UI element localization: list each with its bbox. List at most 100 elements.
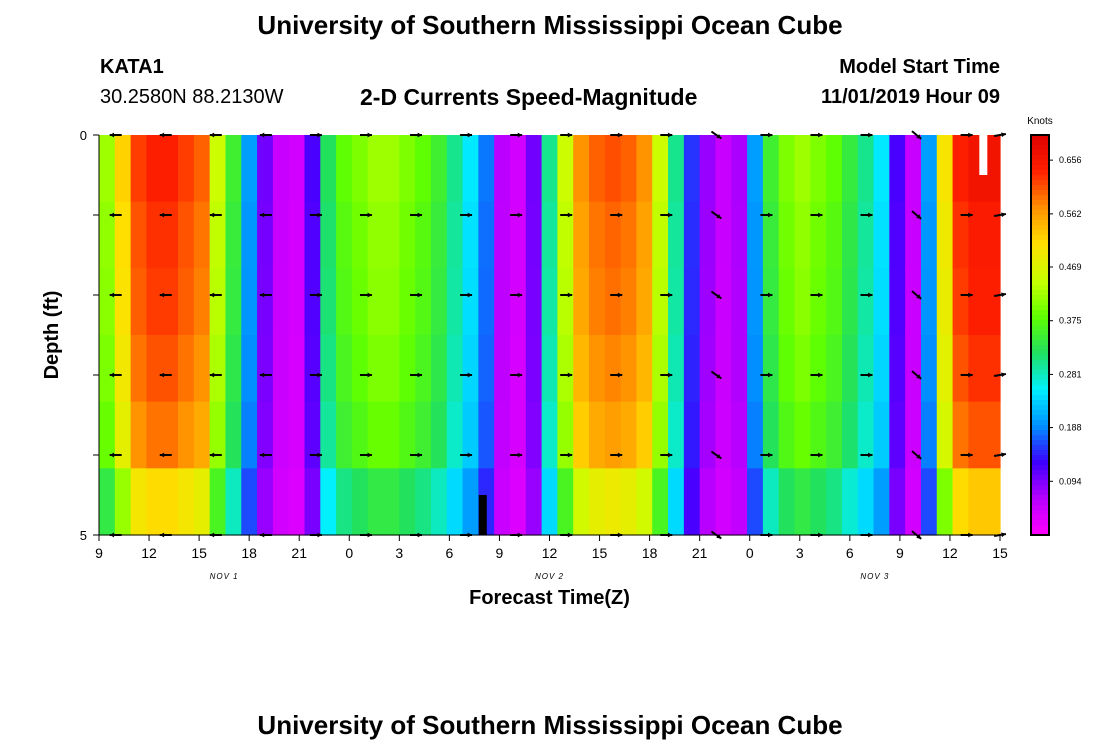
current-arrow: [359, 212, 372, 218]
heatmap-cell: [509, 468, 527, 536]
current-arrow: [710, 370, 722, 380]
model-start-value: 11/01/2019 Hour 09: [820, 86, 1000, 108]
current-arrow: [209, 452, 222, 458]
heatmap-cell: [225, 135, 242, 203]
colorbar-band: [1031, 420, 1049, 426]
heatmap-cell: [952, 201, 969, 269]
heatmap-cell: [509, 135, 527, 203]
date-label: NOV 2: [535, 572, 564, 581]
heatmap-cell: [968, 401, 985, 469]
heatmap-cell: [162, 201, 179, 269]
heatmap-cell: [557, 401, 574, 469]
current-arrow: [911, 210, 922, 220]
heatmap-cell: [225, 335, 242, 403]
heatmap-cell: [383, 201, 400, 269]
current-arrow: [960, 132, 973, 138]
heatmap-cell: [952, 135, 969, 203]
heatmap-cell: [778, 135, 796, 203]
current-arrow: [860, 132, 873, 138]
heatmap-cell: [304, 468, 321, 536]
heatmap-cell: [399, 401, 416, 469]
heatmap-cell: [272, 201, 290, 269]
x-tick-label: 0: [746, 545, 754, 561]
heatmap-cell: [984, 401, 1001, 469]
heatmap-cell: [367, 335, 385, 403]
heatmap-cell: [557, 468, 574, 536]
heatmap-cell: [114, 335, 132, 403]
heatmap-cell: [367, 468, 385, 536]
x-tick-label: 15: [992, 545, 1008, 561]
heatmap-cell: [225, 268, 242, 336]
heatmap-cell: [905, 268, 922, 336]
heatmap-cell: [889, 201, 906, 269]
heatmap-cell: [193, 335, 211, 403]
current-arrow: [960, 292, 973, 298]
colorbar-frame: [1030, 134, 1050, 536]
heatmap-cell: [636, 335, 653, 403]
colorbar-band: [1031, 350, 1049, 356]
current-arrow: [560, 292, 573, 298]
heatmap-cell: [968, 201, 985, 269]
heatmap-cell: [257, 135, 274, 203]
heatmap-cell: [320, 201, 337, 269]
current-arrow: [259, 132, 272, 138]
current-arrow: [610, 452, 623, 458]
current-arrow: [109, 212, 122, 218]
colorbar-band: [1031, 405, 1049, 411]
heatmap-cell: [794, 201, 811, 269]
heatmap-cell: [841, 135, 859, 203]
heatmap-cell: [525, 268, 543, 336]
heatmap-cell: [446, 201, 464, 269]
colorbar-band: [1031, 370, 1049, 376]
heatmap-cell: [415, 401, 432, 469]
colorbar-band: [1031, 315, 1049, 321]
colorbar-band: [1031, 445, 1049, 451]
heatmap-cell: [178, 468, 195, 536]
heatmap-cell: [920, 201, 938, 269]
heatmap-cell: [509, 335, 527, 403]
heatmap-cell: [873, 468, 890, 536]
heatmap-cell: [525, 468, 543, 536]
colorbar-band: [1031, 490, 1049, 496]
heatmap-cell: [209, 201, 227, 269]
colorbar-tick-label: 0.281: [1059, 369, 1082, 379]
heatmap-cell: [636, 201, 653, 269]
heatmap-cell: [573, 335, 590, 403]
heatmap-cell: [336, 135, 353, 203]
colorbar-band: [1031, 300, 1049, 306]
colorbar-band: [1031, 430, 1049, 436]
heatmap-cell: [178, 268, 195, 336]
current-arrow: [159, 452, 172, 458]
heatmap-cell: [193, 268, 211, 336]
colorbar-band: [1031, 395, 1049, 401]
current-arrow: [810, 212, 823, 218]
heatmap-cell: [257, 201, 274, 269]
heatmap-cell: [99, 401, 116, 469]
heatmap-cell: [731, 401, 748, 469]
current-arrow: [660, 292, 673, 298]
heatmap-cell: [415, 335, 432, 403]
colorbar-band: [1031, 195, 1049, 201]
heatmap-cell: [272, 135, 290, 203]
heatmap-cell: [494, 268, 511, 336]
current-arrow: [309, 132, 322, 138]
heatmap-cell: [241, 201, 258, 269]
chart-title: 2-D Currents Speed-Magnitude: [360, 84, 698, 110]
colorbar-band: [1031, 225, 1049, 231]
colorbar-band: [1031, 495, 1049, 501]
heatmap-cell: [794, 468, 811, 536]
heatmap-cell: [541, 401, 559, 469]
current-arrow: [911, 370, 922, 380]
heatmap-cell: [841, 401, 859, 469]
heatmap-cell: [699, 135, 717, 203]
colorbar-band: [1031, 470, 1049, 476]
colorbar-band: [1031, 150, 1049, 156]
colorbar-band: [1031, 270, 1049, 276]
heatmap-cell: [699, 268, 717, 336]
current-arrow: [610, 212, 623, 218]
heatmap-cell: [415, 201, 432, 269]
current-arrow: [460, 132, 473, 138]
heatmap-cell: [351, 135, 369, 203]
current-arrow: [760, 452, 773, 458]
heatmap-cell: [241, 401, 258, 469]
